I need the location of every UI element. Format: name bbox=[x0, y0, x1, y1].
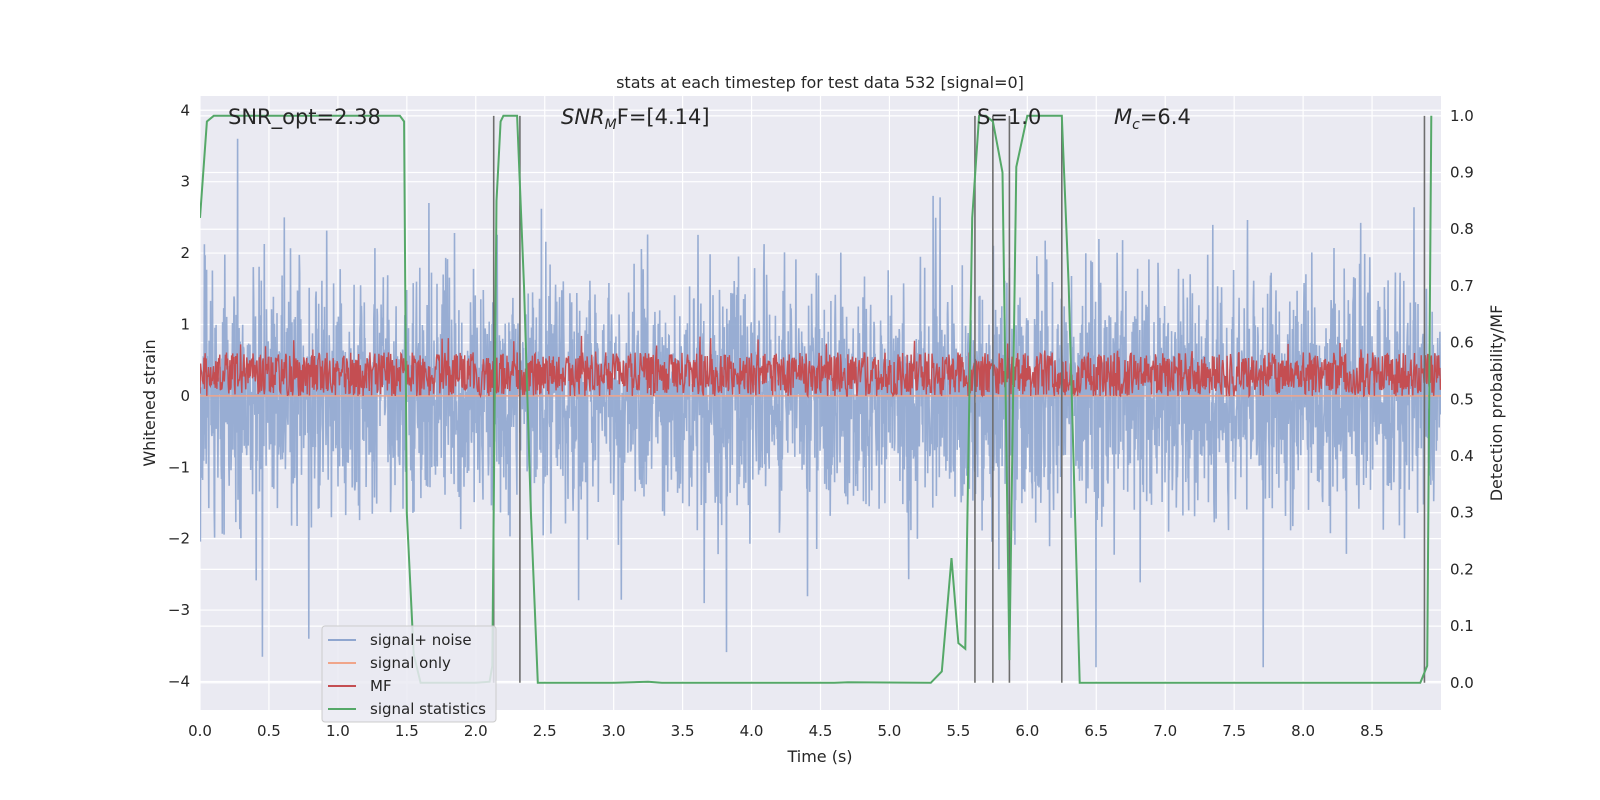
y-tick-label: 4 bbox=[180, 101, 190, 119]
y-tick-label: −1 bbox=[168, 458, 190, 476]
legend-label-signal-noise: signal+ noise bbox=[370, 631, 472, 649]
annotation-snr-mf-base: SNR bbox=[561, 105, 605, 129]
x-tick-label: 5.0 bbox=[878, 722, 902, 740]
x-tick-label: 5.5 bbox=[946, 722, 970, 740]
x-tick-label: 4.5 bbox=[809, 722, 833, 740]
x-tick-label: 6.5 bbox=[1084, 722, 1108, 740]
y-ticks: 4 3 2 1 0 −1 −2 −3 −4 bbox=[168, 101, 190, 690]
series-signal-statistics bbox=[200, 114, 1433, 684]
x-axis-label: Time (s) bbox=[786, 747, 852, 766]
x-tick-label: 0.0 bbox=[188, 722, 212, 740]
series-layer bbox=[200, 114, 1441, 684]
annotation-mc-sub: c bbox=[1132, 117, 1140, 133]
y-tick-label-right: 0.5 bbox=[1450, 390, 1474, 408]
series-mf bbox=[200, 335, 1441, 399]
x-tick-label: 3.0 bbox=[602, 722, 626, 740]
legend: signal+ noise signal only MF signal stat… bbox=[321, 625, 497, 723]
annotation-mc-base: M bbox=[1114, 105, 1132, 129]
legend-box bbox=[321, 625, 497, 723]
x-tick-label: 1.5 bbox=[395, 722, 419, 740]
legend-label-signal-only: signal only bbox=[370, 654, 451, 672]
x-tick-label: 8.5 bbox=[1360, 722, 1384, 740]
legend-label-mf: MF bbox=[370, 677, 392, 695]
y-axis-label: Whitened strain bbox=[140, 339, 159, 466]
x-tick-label: 3.5 bbox=[671, 722, 695, 740]
y-tick-label-right: 0.0 bbox=[1450, 674, 1474, 692]
annotation-snr-mf: SNRMF=[4.14] bbox=[561, 105, 710, 133]
y-tick-label: −2 bbox=[168, 530, 190, 548]
y-tick-label-right: 0.1 bbox=[1450, 617, 1474, 635]
annotation-snr-mf-sub: M bbox=[605, 117, 617, 133]
annotation-s: S=1.0 bbox=[977, 105, 1041, 129]
y-tick-label: 1 bbox=[180, 315, 190, 333]
x-tick-label: 1.0 bbox=[326, 722, 350, 740]
x-tick-label: 2.5 bbox=[533, 722, 557, 740]
y-tick-label-right: 0.9 bbox=[1450, 164, 1474, 182]
y-tick-label-right: 0.3 bbox=[1450, 504, 1474, 522]
y-tick-label: 3 bbox=[180, 173, 190, 191]
y-tick-label-right: 1.0 bbox=[1450, 107, 1474, 125]
y-tick-label-right: 0.6 bbox=[1450, 334, 1474, 352]
y-axis-right-label: Detection probability/MF bbox=[1487, 305, 1506, 502]
y-tick-label-right: 0.4 bbox=[1450, 447, 1474, 465]
legend-label-signal-statistics: signal statistics bbox=[370, 700, 486, 718]
x-ticks: 0.0 0.5 1.0 1.5 2.0 2.5 3.0 3.5 4.0 4.5 5.0 5.5 6.0 6… bbox=[188, 722, 1384, 740]
annotation-snr-opt: SNR_opt=2.38 bbox=[228, 105, 381, 130]
x-tick-label: 7.5 bbox=[1222, 722, 1246, 740]
y-tick-label: 0 bbox=[180, 387, 190, 405]
x-tick-label: 8.0 bbox=[1291, 722, 1315, 740]
y-tick-label-right: 0.7 bbox=[1450, 277, 1474, 295]
series-signal-noise bbox=[200, 138, 1441, 668]
y-tick-label: 2 bbox=[180, 244, 190, 262]
y-tick-label-right: 0.2 bbox=[1450, 560, 1474, 578]
annotation-snr-mf-rest: F=[4.14] bbox=[617, 105, 710, 129]
x-tick-label: 7.0 bbox=[1153, 722, 1177, 740]
x-tick-label: 6.0 bbox=[1015, 722, 1039, 740]
y-ticks-right: 1.0 0.9 0.8 0.7 0.6 0.5 0.4 0.3 0.2 0.1 0.0 bbox=[1450, 107, 1474, 692]
x-tick-label: 2.0 bbox=[464, 722, 488, 740]
x-tick-label: 0.5 bbox=[257, 722, 281, 740]
x-tick-label: 4.0 bbox=[740, 722, 764, 740]
y-tick-label-right: 0.8 bbox=[1450, 220, 1474, 238]
annotation-mc: Mc=6.4 bbox=[1114, 105, 1191, 133]
y-tick-label: −3 bbox=[168, 601, 190, 619]
chart-title: stats at each timestep for test data 532… bbox=[616, 73, 1024, 92]
annotation-mc-rest: =6.4 bbox=[1140, 105, 1191, 129]
y-tick-label: −4 bbox=[168, 672, 190, 690]
